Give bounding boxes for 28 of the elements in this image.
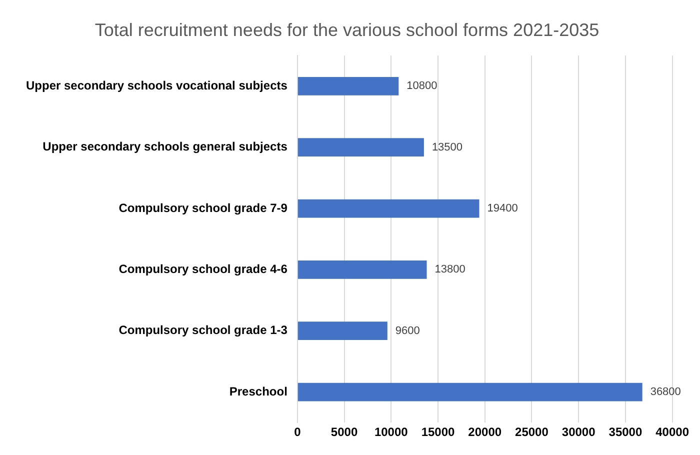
data-label: 13800 — [434, 264, 466, 276]
x-tick-label: 25000 — [515, 425, 549, 440]
chart-title: Total recruitment needs for the various school forms 2021-2035 — [94, 20, 600, 40]
y-tick-label: Upper secondary schools vocational subjects — [26, 78, 288, 92]
data-label: 9600 — [395, 324, 420, 337]
data-label: 10800 — [406, 80, 438, 92]
y-tick-label: Upper secondary schools general subjects — [42, 140, 288, 154]
x-tick-label: 40000 — [656, 425, 690, 440]
y-tick-label: Preschool — [229, 384, 288, 398]
x-tick-label: 0 — [294, 425, 302, 440]
x-tick-label: 10000 — [374, 425, 408, 440]
bar — [298, 260, 427, 279]
bar — [298, 77, 399, 96]
data-label: 19400 — [487, 202, 518, 215]
data-label: 36800 — [650, 386, 681, 398]
x-tick-label: 15000 — [421, 425, 456, 440]
y-tick-label: Compulsory school grade 4-6 — [118, 262, 288, 276]
x-tick-label: 35000 — [608, 425, 642, 440]
bar — [298, 199, 480, 218]
x-tick-label: 20000 — [468, 425, 502, 440]
data-label: 13500 — [432, 141, 463, 154]
y-tick-label: Compulsory school grade 7-9 — [118, 200, 288, 215]
y-tick-label: Compulsory school grade 1-3 — [118, 323, 288, 338]
bar — [298, 322, 388, 340]
x-tick-label: 5000 — [330, 425, 358, 440]
bar — [298, 138, 424, 157]
bar — [298, 382, 642, 402]
x-tick-label: 30000 — [562, 425, 596, 440]
